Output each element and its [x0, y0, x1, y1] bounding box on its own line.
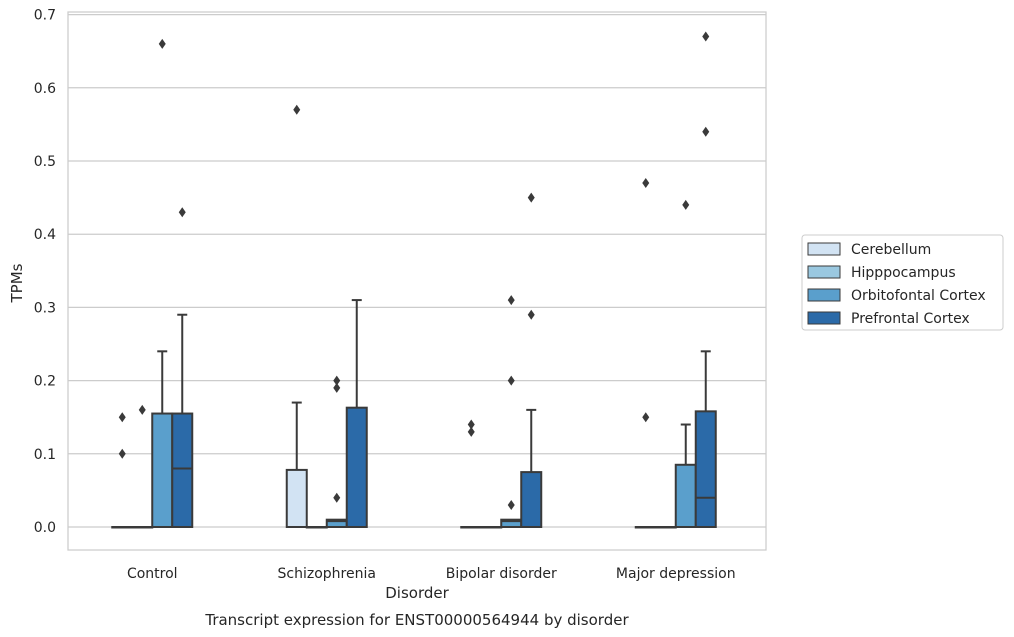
- legend-swatch: [807, 311, 841, 325]
- legend-frame: [801, 234, 1004, 331]
- outlier-point: [507, 295, 515, 306]
- box-2-0: [151, 38, 174, 529]
- outlier-point: [682, 199, 690, 210]
- outlier-point: [293, 104, 301, 115]
- box-2-2: [500, 295, 523, 528]
- outlier-point: [507, 375, 515, 386]
- outlier-point: [702, 126, 710, 137]
- box-1-3: [654, 526, 677, 529]
- outlier-point: [333, 382, 341, 393]
- outlier-point: [118, 412, 126, 423]
- box-rect: [520, 471, 543, 529]
- outlier-point: [333, 375, 341, 386]
- outlier-point: [333, 492, 341, 503]
- box-rect: [151, 412, 174, 529]
- y-tick-label: 0.7: [34, 8, 56, 24]
- outlier-point: [158, 38, 166, 49]
- outlier-point: [138, 404, 146, 415]
- box-0-0: [111, 412, 134, 529]
- legend-label: Hipppocampus: [851, 265, 956, 281]
- box-rect: [171, 412, 194, 529]
- box-3-3: [694, 31, 717, 528]
- outlier-point: [527, 192, 535, 203]
- box-3-2: [520, 192, 543, 529]
- outlier-point: [467, 419, 475, 430]
- outlier-point: [527, 309, 535, 320]
- box-plots: [111, 31, 717, 529]
- plot-area: [67, 11, 767, 551]
- y-tick-label: 0.2: [34, 374, 56, 390]
- y-axis-label: TPMs: [8, 263, 26, 303]
- legend-label: Cerebellum: [851, 242, 931, 258]
- outlier-point: [507, 500, 515, 511]
- y-tick-label: 0.6: [34, 81, 56, 97]
- y-tick-label: 0.4: [34, 227, 56, 243]
- outlier-point: [118, 448, 126, 459]
- legend: Cerebellum Hipppocampus Orbitofontal Corte…: [801, 234, 1004, 331]
- box-rect: [345, 406, 368, 528]
- box-rect: [674, 463, 697, 528]
- legend-swatch: [807, 242, 841, 256]
- box-3-0: [171, 207, 194, 529]
- box-rect: [285, 468, 308, 528]
- x-tick-label: Schizophrenia: [278, 566, 376, 582]
- legend-swatch: [807, 288, 841, 302]
- y-tick-label: 0.1: [34, 447, 56, 463]
- box-2-3: [674, 199, 697, 528]
- x-axis-ticks: Control Schizophrenia Bipolar disorder Majo…: [127, 566, 736, 582]
- box-0-2: [460, 419, 483, 529]
- box-3-1: [345, 299, 368, 528]
- box-rect: [694, 410, 717, 528]
- legend-swatch: [807, 265, 841, 279]
- box-2-1: [325, 375, 348, 528]
- outlier-point: [702, 31, 710, 42]
- box-1-1: [305, 526, 328, 529]
- outlier-point: [642, 177, 650, 188]
- x-tick-label: Control: [127, 566, 178, 582]
- x-tick-label: Bipolar disorder: [446, 566, 557, 582]
- y-tick-label: 0.3: [34, 300, 56, 316]
- box-1-0: [131, 404, 154, 529]
- legend-label: Prefrontal Cortex: [851, 311, 970, 327]
- y-tick-label: 0.0: [34, 520, 56, 536]
- x-tick-label: Major depression: [616, 566, 736, 582]
- y-tick-label: 0.5: [34, 154, 56, 170]
- box-1-2: [480, 526, 503, 529]
- outlier-point: [178, 207, 186, 218]
- box-0-1: [285, 104, 308, 528]
- outlier-point: [642, 412, 650, 423]
- chart-caption: Transcript expression for ENST0000056494…: [204, 611, 629, 629]
- box-0-3: [634, 177, 657, 529]
- outlier-point: [467, 426, 475, 437]
- x-axis-label: Disorder: [385, 584, 449, 602]
- y-axis-ticks: 0.0 0.1 0.2 0.3 0.4 0.5 0.6 0.7: [34, 8, 56, 536]
- legend-label: Orbitofontal Cortex: [851, 288, 986, 304]
